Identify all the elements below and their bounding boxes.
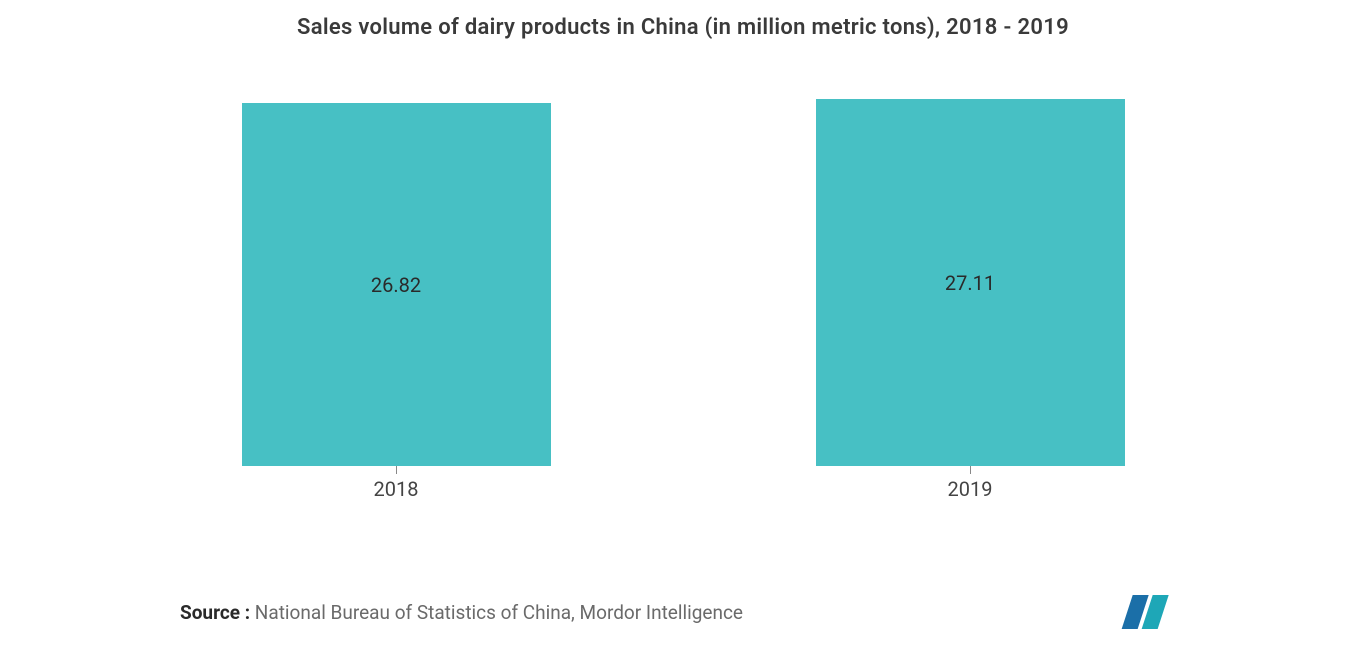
bar-value-label: 27.11 bbox=[945, 271, 995, 295]
bar-group: 26.82 bbox=[242, 103, 551, 466]
source-text: National Bureau of Statistics of China, … bbox=[250, 601, 743, 624]
chart-title: Sales volume of dairy products in China … bbox=[0, 15, 1366, 40]
category-label: 2019 bbox=[948, 477, 993, 501]
source-line: Source : National Bureau of Statistics o… bbox=[180, 601, 743, 624]
axis-tick bbox=[970, 466, 971, 474]
plot-area: 26.82 27.11 bbox=[243, 95, 1123, 467]
bar: 27.11 bbox=[816, 99, 1125, 466]
chart-container: Sales volume of dairy products in China … bbox=[0, 0, 1366, 655]
category-label: 2018 bbox=[374, 477, 419, 501]
axis-tick bbox=[396, 466, 397, 474]
chart-footer: Source : National Bureau of Statistics o… bbox=[0, 591, 1366, 633]
brand-logo-icon bbox=[1120, 591, 1186, 633]
source-prefix: Source : bbox=[180, 601, 250, 624]
bar-group: 27.11 bbox=[816, 99, 1125, 466]
category-axis: 2018 2019 bbox=[243, 477, 1123, 505]
bar: 26.82 bbox=[242, 103, 551, 466]
logo-svg bbox=[1120, 591, 1186, 633]
bar-value-label: 26.82 bbox=[371, 273, 421, 297]
